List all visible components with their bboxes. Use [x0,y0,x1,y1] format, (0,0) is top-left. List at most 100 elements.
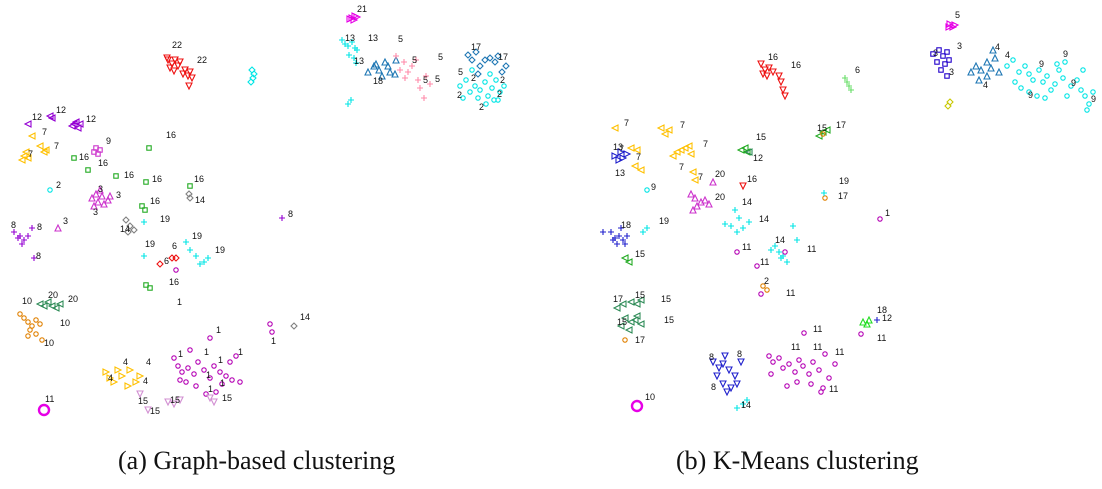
cluster-label-9: 9 [1071,78,1076,88]
point-cluster-1 [207,335,213,341]
point-cluster-16 [779,86,787,95]
point-cluster-20 [55,300,64,308]
point-cluster-11 [832,361,838,367]
point-cluster-18 [624,233,630,239]
cluster-label-3: 3 [63,216,68,226]
cluster-label-11: 11 [742,242,751,252]
cluster-label-4: 4 [983,80,988,90]
point-cluster-10 [39,337,45,343]
point-cluster-15b [626,318,635,326]
point-cluster-1 [173,267,179,273]
cluster-label-2: 2 [500,75,505,85]
point-cluster-9 [1090,89,1096,95]
point-cluster-2 [497,89,503,95]
point-cluster-22 [186,68,194,77]
cluster-8: 8 8 8 [709,349,745,397]
cluster-label-3: 3 [98,184,103,194]
point-cluster-15b [632,312,641,320]
point-cluster-1 [223,373,229,379]
point-cluster-8 [737,358,745,367]
cluster-1: 1 [877,208,890,222]
point-cluster-6b [250,70,258,78]
cluster-label-15: 15 [817,123,827,133]
cluster-label-13: 13 [354,56,364,66]
point-cluster-2 [467,89,473,95]
point-cluster-18 [610,237,616,243]
cluster-label-4: 4 [143,376,148,386]
cluster-label-11: 11 [813,324,822,334]
cluster-label-4: 4 [123,357,128,367]
cluster-label-20: 20 [68,294,78,304]
point-cluster-8 [723,388,731,397]
point-cluster-22 [171,56,179,65]
cluster-label-1: 1 [885,208,890,218]
cluster-2: 2 [760,276,770,293]
point-cluster-12 [75,120,84,128]
cluster-label-9: 9 [106,136,111,146]
point-cluster-14 [290,322,298,330]
point-cluster-18 [378,71,386,80]
cluster-label-16: 16 [79,152,89,162]
cluster-label-14: 14 [120,224,130,234]
point-cluster-11 [758,291,764,297]
cluster-2b: 2 [47,180,61,193]
point-cluster-8 [731,372,739,381]
point-cluster-3 [930,51,936,57]
cluster-6b [247,66,258,86]
point-cluster-11 [822,351,828,357]
cluster-14: 14 14 14 14 [722,197,800,411]
cluster-label-2: 2 [471,73,476,83]
point-cluster-13 [348,97,354,103]
point-cluster-3 [942,61,948,67]
cluster-label-10: 10 [60,318,70,328]
point-cluster-1 [177,377,183,383]
cluster-9b: 9 [644,182,656,193]
point-cluster-7 [680,144,689,152]
point-cluster-18 [392,55,400,64]
point-cluster-2 [460,95,466,101]
point-cluster-9 [1082,93,1088,99]
cluster-label-11: 11 [807,244,816,254]
point-cluster-11 [806,371,812,377]
point-cluster-14 [734,229,740,235]
cluster-label-15: 15 [617,317,627,327]
point-cluster-17 [472,48,480,56]
point-cluster-13 [345,101,351,107]
point-cluster-14 [122,216,130,224]
cluster-label-13: 13 [345,33,355,43]
point-cluster-7 [690,176,699,184]
point-cluster-2 [457,83,463,89]
cluster-11: 11 11 11 11 11 11 11 11 11 11 [734,242,886,395]
point-cluster-19 [201,259,207,265]
cluster-label-6: 6 [172,241,177,251]
point-cluster-16 [781,92,789,101]
point-cluster-4 [124,382,133,390]
cluster-label-3: 3 [949,67,954,77]
point-cluster-15b [618,300,627,308]
cluster-label-1: 1 [204,347,209,357]
cluster-label-6: 6 [164,256,169,266]
cluster-label-1: 1 [238,347,243,357]
point-cluster-7 [610,124,619,132]
cluster-label-11: 11 [877,333,886,343]
point-cluster-7 [632,146,641,154]
point-cluster-8 [15,235,21,241]
cluster-label-15: 15 [138,396,148,406]
point-cluster-18 [616,233,622,239]
cluster-12: 12 [744,148,763,163]
point-cluster-22 [181,66,189,75]
cluster-label-15: 15 [150,406,160,416]
panel-graph-based: 21 22 22 13 13 13 18 5 5 5 5 5 5 17 17 2 2 2 2 2 12 12 12 7 7 7 9 1… [0,0,551,440]
cluster-4: 444 [967,42,1010,90]
point-cluster-8 [25,233,31,239]
cluster-15b: 15 15 15 15 [612,290,674,334]
point-cluster-14 [776,249,782,255]
cluster-label-4: 4 [1005,50,1010,60]
point-cluster-8 [19,241,25,247]
point-cluster-5 [415,77,421,83]
point-cluster-16 [139,203,145,209]
cluster-label-11: 11 [786,288,795,298]
cluster-label-2: 2 [457,90,462,100]
cluster-label-2: 2 [497,89,502,99]
